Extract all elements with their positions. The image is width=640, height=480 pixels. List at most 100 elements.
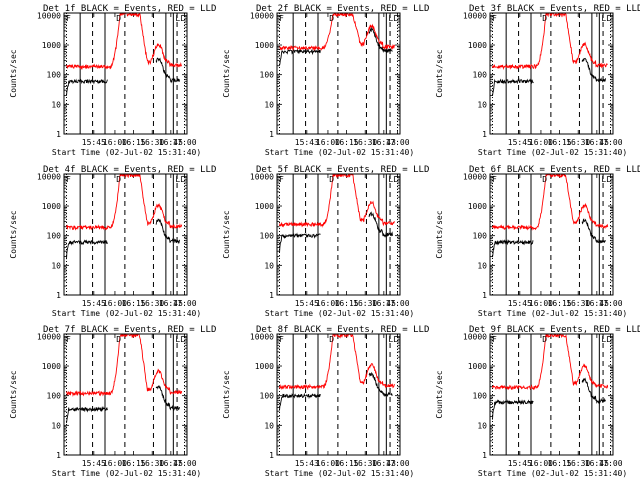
panel-det-7: Det 7f BLACK = Events, RED = LLD Counts/s… <box>9 325 216 478</box>
y-tick-label: 10000 <box>463 332 487 341</box>
panel-title: Det 5f BLACK = Events, RED = LLD <box>256 165 429 175</box>
x-tick-label: 16:00 <box>103 459 127 468</box>
corner-mark-right: LL <box>175 335 185 344</box>
x-tick-label: 17:00 <box>172 299 196 308</box>
x-tick-label: 15:45 <box>82 459 106 468</box>
panel-title: Det 2f BLACK = Events, RED = LLD <box>256 4 429 14</box>
y-tick-label: 1000 <box>42 362 61 371</box>
x-tick-label: 17:00 <box>598 138 622 147</box>
x-tick-label: 15:43 <box>295 459 319 468</box>
y-tick-label: 100 <box>47 71 62 80</box>
plot-area <box>278 174 399 295</box>
x-tick-label: 16:30 <box>566 459 590 468</box>
x-tick-label: 16:15 <box>548 138 572 147</box>
corner-mark-right: LL <box>601 175 611 184</box>
x-tick-label: 16:45 <box>159 459 183 468</box>
x-tick-label: 17:00 <box>172 459 196 468</box>
panel-det-8: Det 8f BLACK = Events, RED = LLD Counts/s… <box>222 325 429 478</box>
x-tick-label: 16:30 <box>566 299 590 308</box>
x-tick-label: 15:43 <box>295 138 319 147</box>
x-tick-label: 16:30 <box>353 459 377 468</box>
y-tick-label: 1 <box>56 130 61 139</box>
panel-det-1: Det 1f BLACK = Events, RED = LLD Counts/s… <box>9 4 216 157</box>
y-axis-label: Counts/sec <box>9 49 18 97</box>
series-line-events <box>492 218 606 258</box>
panel-det-5: Det 5f BLACK = Events, RED = LLD Counts/s… <box>222 165 429 318</box>
x-tick-label: 17:00 <box>172 138 196 147</box>
x-tick-label: 16:15 <box>335 299 359 308</box>
y-tick-label: 10000 <box>37 172 61 181</box>
y-axis-label: Counts/sec <box>9 370 18 418</box>
plot-area <box>491 174 612 295</box>
x-axis-label: Start Time (02-Jul-02 15:31:40) <box>265 148 414 157</box>
x-tick-label: 16:45 <box>372 299 396 308</box>
plot-area <box>65 13 186 134</box>
y-tick-label: 100 <box>47 232 62 241</box>
series-line-lld <box>279 13 396 51</box>
x-tick-label: 16:15 <box>122 138 146 147</box>
x-axis-label: Start Time (02-Jul-02 15:31:40) <box>52 309 201 318</box>
corner-mark-left: F <box>279 14 284 23</box>
panel-det-4: Det 4f BLACK = Events, RED = LLD Counts/s… <box>9 165 216 318</box>
panel-det-6: Det 6f BLACK = Events, RED = LLD Counts/s… <box>435 165 640 318</box>
y-tick-label: 1000 <box>255 362 274 371</box>
series-line-lld <box>492 174 609 231</box>
corner-mark-left: F <box>492 14 497 23</box>
series-line-lld <box>492 334 609 391</box>
y-tick-label: 10 <box>264 100 274 109</box>
y-tick-label: 10000 <box>250 332 274 341</box>
series-line-events <box>66 218 180 260</box>
corner-mark-center: D <box>329 14 334 23</box>
x-tick-label: 16:45 <box>159 138 183 147</box>
panel-title: Det 1f BLACK = Events, RED = LLD <box>43 4 216 14</box>
y-tick-label: 1 <box>482 451 487 460</box>
y-tick-label: 10000 <box>463 172 487 181</box>
corner-mark-right: LL <box>175 175 185 184</box>
axes-frame <box>63 333 188 456</box>
x-tick-label: 16:45 <box>159 299 183 308</box>
y-tick-label: 1000 <box>255 202 274 211</box>
y-tick-label: 10 <box>51 421 61 430</box>
series-line-events <box>66 385 180 424</box>
x-tick-label: 16:15 <box>548 459 572 468</box>
panel-grid: Det 1f BLACK = Events, RED = LLD Counts/s… <box>9 4 640 478</box>
x-tick-label: 16:00 <box>529 299 553 308</box>
x-tick-label: 17:00 <box>385 138 409 147</box>
y-tick-label: 100 <box>260 392 275 401</box>
x-axis-label: Start Time (02-Jul-02 15:31:40) <box>52 469 201 478</box>
x-tick-label: 16:45 <box>585 459 609 468</box>
y-axis-label: Counts/sec <box>435 49 444 97</box>
y-tick-label: 1 <box>269 451 274 460</box>
y-tick-label: 10 <box>477 261 487 270</box>
y-tick-label: 1000 <box>255 41 274 50</box>
series-line-events <box>279 211 393 254</box>
x-tick-label: 16:45 <box>585 299 609 308</box>
x-tick-label: 15:45 <box>508 138 532 147</box>
panel-det-9: Det 9f BLACK = Events, RED = LLD Counts/s… <box>435 325 640 478</box>
panel-title: Det 9f BLACK = Events, RED = LLD <box>469 325 640 335</box>
corner-mark-left: F <box>492 335 497 344</box>
corner-mark-left: F <box>66 14 71 23</box>
x-tick-label: 16:30 <box>140 138 164 147</box>
series-line-events <box>492 377 606 420</box>
x-axis-label: Start Time (02-Jul-02 15:31:40) <box>52 148 201 157</box>
y-tick-label: 10 <box>477 421 487 430</box>
y-tick-label: 10 <box>51 261 61 270</box>
x-tick-label: 16:43 <box>372 138 396 147</box>
corner-mark-left: F <box>279 335 284 344</box>
panel-title: Det 6f BLACK = Events, RED = LLD <box>469 165 640 175</box>
x-tick-label: 16:00 <box>103 138 127 147</box>
x-tick-label: 16:45 <box>585 138 609 147</box>
y-tick-label: 1 <box>56 291 61 300</box>
corner-mark-left: F <box>66 335 71 344</box>
x-tick-label: 17:00 <box>598 299 622 308</box>
y-tick-label: 100 <box>260 71 275 80</box>
y-axis-label: Counts/sec <box>222 210 231 258</box>
axes-frame <box>276 333 401 456</box>
y-axis-label: Counts/sec <box>435 370 444 418</box>
axes-frame <box>489 12 614 135</box>
x-tick-label: 16:30 <box>353 138 377 147</box>
plot-area <box>491 334 612 455</box>
y-tick-label: 1000 <box>468 362 487 371</box>
